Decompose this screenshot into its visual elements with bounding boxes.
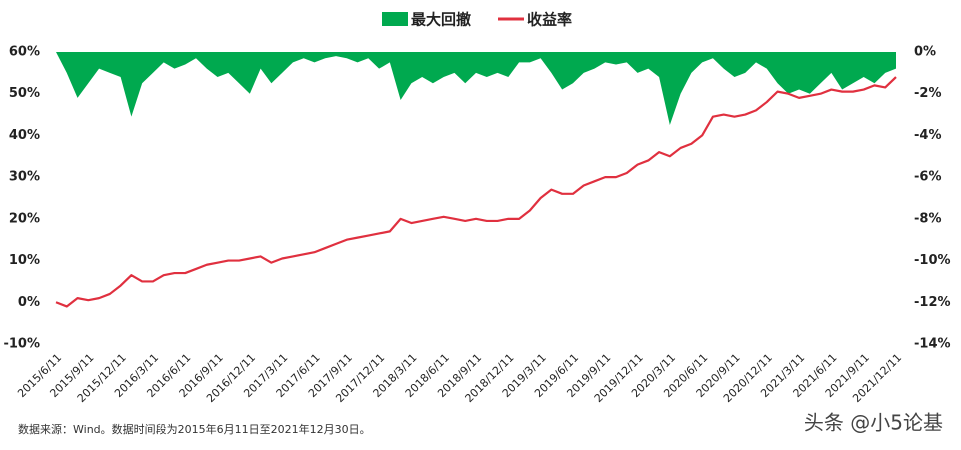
y-tick-label: 0% [18,295,40,310]
y-tick-label: 60% [9,45,40,60]
legend-label: 收益率 [527,11,572,29]
legend-swatch [382,12,408,26]
return-line [55,76,897,308]
y-tick-label: 10% [9,253,40,268]
drawdown-area [56,52,896,125]
y2-tick-label: 0% [914,45,936,60]
y-tick-label: 20% [9,211,40,226]
y2-tick-label: -12% [914,295,951,310]
y-tick-label: 50% [9,86,40,101]
y-tick-label: 40% [9,128,40,143]
y2-tick-label: -2% [914,86,941,101]
y2-tick-label: -14% [914,337,951,352]
y2-tick-label: -4% [914,128,941,143]
y2-tick-label: -8% [914,211,941,226]
legend-label: 最大回撤 [411,11,471,29]
y-tick-label: -10% [3,337,40,352]
y-tick-label: 30% [9,170,40,185]
y2-tick-label: -10% [914,253,951,268]
watermark: 头条 @小5论基 [804,411,943,435]
source-note: 数据来源：Wind。数据时间段为2015年6月11日至2021年12月30日。 [18,422,371,436]
y2-tick-label: -6% [914,170,941,185]
